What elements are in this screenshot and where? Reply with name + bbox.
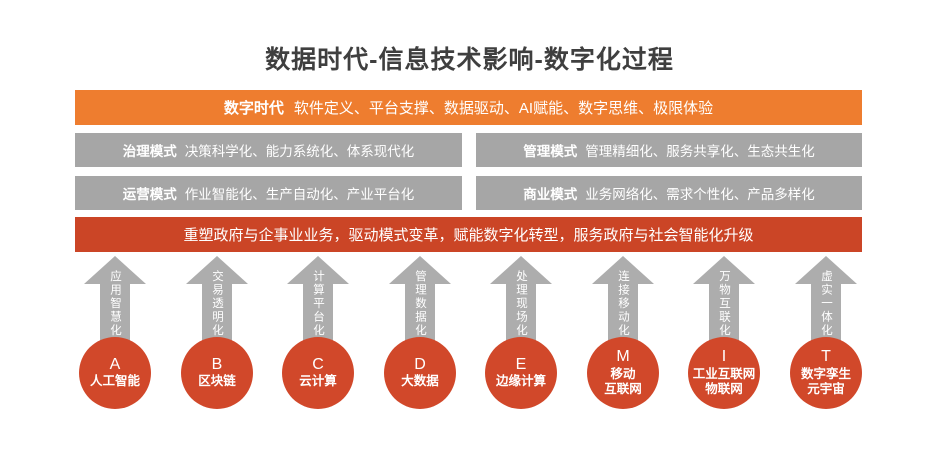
up-arrow-icon: 连接移动化 — [592, 256, 654, 348]
tech-name: 人工智能 — [89, 374, 140, 389]
tech-letter: T — [821, 348, 831, 366]
transformation-banner-text: 重塑政府与企事业业务，驱动模式变革，赋能数字化转型，服务政府与社会智能化升级 — [183, 227, 754, 244]
tech-circle-bigdata: D 大数据 — [384, 337, 456, 409]
up-arrow-icon: 管理数据化 — [389, 256, 451, 348]
tech-letter: C — [312, 355, 324, 373]
governance-mode-box: 治理模式 决策科学化、能力系统化、体系现代化 — [75, 133, 462, 167]
business-mode-label: 商业模式 — [523, 187, 578, 202]
tech-letter: A — [109, 355, 121, 373]
tech-column-ai: 应用智慧化 A 人工智能 — [79, 256, 151, 412]
business-mode-text: 业务网络化、需求个性化、产品多样化 — [585, 187, 815, 202]
digital-era-label: 数字时代 — [223, 100, 284, 117]
arrow-caption: 交易透明化 — [211, 270, 223, 338]
arrow-caption: 处理现场化 — [515, 270, 527, 338]
tech-name: 大数据 — [401, 374, 439, 389]
management-mode-box: 管理模式 管理精细化、服务共享化、生态共生化 — [476, 133, 862, 167]
tech-circle-iiot: I 工业互联网 物联网 — [688, 337, 760, 409]
tech-circle-mobile: M 移动 互联网 — [587, 337, 659, 409]
tech-name: 区块链 — [198, 374, 236, 389]
operation-mode-label: 运营模式 — [122, 187, 177, 202]
up-arrow-icon: 交易透明化 — [186, 256, 248, 348]
governance-mode-text: 决策科学化、能力系统化、体系现代化 — [184, 144, 415, 159]
tech-circle-cloud: C 云计算 — [282, 337, 354, 409]
tech-column-twin: 虚实一体化 T 数字孪生 元宇宙 — [790, 256, 862, 412]
tech-circle-blockchain: B 区块链 — [181, 337, 253, 409]
up-arrow-icon: 虚实一体化 — [795, 256, 857, 348]
tech-letter: B — [211, 355, 223, 373]
up-arrow-icon: 处理现场化 — [490, 256, 552, 348]
tech-circle-edge: E 边缘计算 — [485, 337, 557, 409]
operation-mode-box: 运营模式 作业智能化、生产自动化、产业平台化 — [75, 176, 462, 210]
tech-column-bigdata: 管理数据化 D 大数据 — [384, 256, 456, 412]
page-title: 数据时代-信息技术影响-数字化过程 — [265, 46, 674, 74]
tech-name: 数字孪生 元宇宙 — [800, 366, 851, 397]
business-mode-box: 商业模式 业务网络化、需求个性化、产品多样化 — [476, 176, 862, 210]
arrow-caption: 应用智慧化 — [109, 270, 121, 338]
arrow-caption: 虚实一体化 — [820, 270, 832, 338]
tech-column-mobile: 连接移动化 M 移动 互联网 — [587, 256, 659, 412]
tech-name: 移动 互联网 — [604, 366, 642, 397]
operation-mode-text: 作业智能化、生产自动化、产业平台化 — [184, 187, 415, 202]
tech-name: 云计算 — [299, 374, 337, 389]
arrow-caption: 连接移动化 — [617, 270, 629, 338]
management-mode-text: 管理精细化、服务共享化、生态共生化 — [585, 144, 815, 159]
arrow-caption: 计算平台化 — [312, 270, 324, 338]
tech-column-cloud: 计算平台化 C 云计算 — [282, 256, 354, 412]
tech-letter: I — [721, 348, 727, 366]
management-mode-label: 管理模式 — [523, 144, 578, 159]
up-arrow-icon: 万物互联化 — [693, 256, 755, 348]
tech-circle-twin: T 数字孪生 元宇宙 — [790, 337, 862, 409]
tech-letter: M — [616, 348, 630, 366]
digital-era-banner: 数字时代 软件定义、平台支撑、数据驱动、AI赋能、数字思维、极限体验 — [75, 90, 862, 125]
tech-column-iiot: 万物互联化 I 工业互联网 物联网 — [688, 256, 760, 412]
digital-era-text: 软件定义、平台支撑、数据驱动、AI赋能、数字思维、极限体验 — [293, 100, 714, 117]
arrow-caption: 管理数据化 — [414, 270, 426, 338]
up-arrow-icon: 计算平台化 — [287, 256, 349, 348]
tech-letter: E — [515, 355, 527, 373]
tech-name: 边缘计算 — [495, 374, 546, 389]
tech-name: 工业互联网 物联网 — [692, 366, 756, 397]
arrow-caption: 万物互联化 — [718, 270, 730, 338]
up-arrow-icon: 应用智慧化 — [84, 256, 146, 348]
tech-circle-ai: A 人工智能 — [79, 337, 151, 409]
governance-mode-label: 治理模式 — [122, 144, 177, 159]
transformation-banner: 重塑政府与企事业业务，驱动模式变革，赋能数字化转型，服务政府与社会智能化升级 — [75, 217, 862, 252]
tech-column-edge: 处理现场化 E 边缘计算 — [485, 256, 557, 412]
tech-letter: D — [414, 355, 426, 373]
tech-column-blockchain: 交易透明化 B 区块链 — [181, 256, 253, 412]
